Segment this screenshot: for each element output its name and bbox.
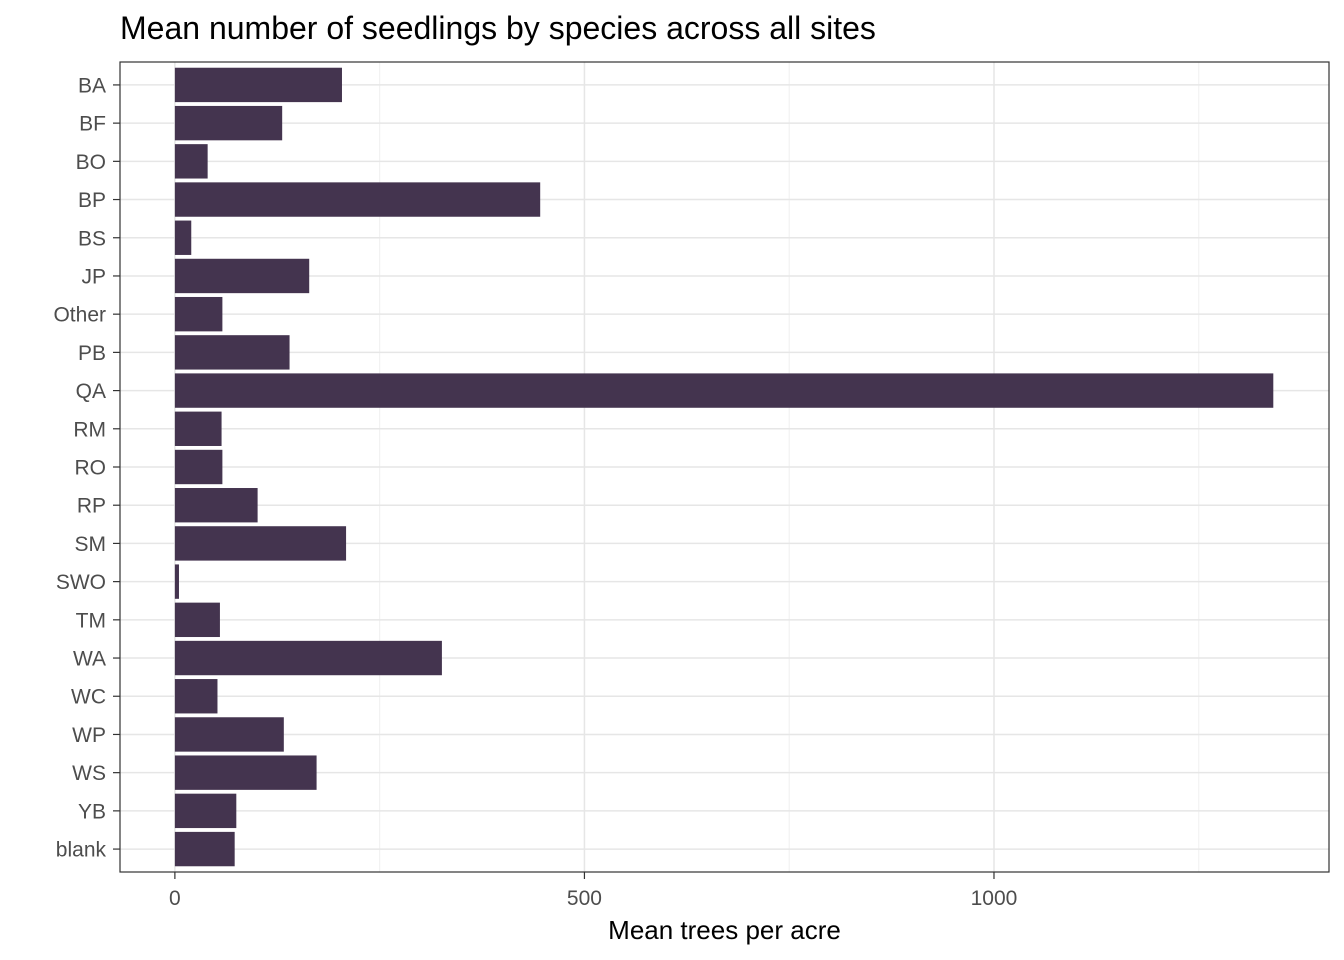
y-tick-label: SM [75,533,107,556]
y-tick-label: RP [77,495,106,518]
bar-wp [174,717,284,752]
y-tick-label: RM [73,418,106,441]
y-tick-label: WC [71,686,106,709]
bar-pb [174,335,290,370]
bar-other [174,296,223,332]
axis-layer: BA BF BO BP BS JP Other PB QA RM RO RP SM SWO TM WA WC WP… [53,74,1017,910]
y-tick-label: YB [78,800,106,823]
bar-bp [174,182,541,217]
bar-layer [174,67,1274,867]
y-tick-label: BA [78,74,106,97]
chart-title: Mean number of seedlings by species acro… [120,10,876,46]
bar-rp [174,488,258,523]
bar-bf [174,105,283,141]
bar-wc [174,679,218,714]
x-axis-title: Mean trees per acre [608,915,841,945]
bar-ba [174,67,342,103]
bar-qa [174,373,1274,408]
bar-wa [174,640,442,676]
bar-ws [174,755,317,790]
y-tick-label: TM [76,609,106,632]
y-tick-label: WS [72,762,106,785]
bar-blank [174,831,235,867]
bar-rm [174,411,222,446]
y-tick-label: BO [76,151,106,174]
y-tick-label: blank [56,839,107,862]
x-tick-label: 0 [169,887,181,910]
bar-ro [174,449,223,485]
y-tick-label: BP [78,189,106,212]
y-tick-label: BF [79,113,106,136]
y-tick-label: RO [75,457,107,480]
y-tick-label: WA [73,648,106,671]
x-tick-label: 500 [567,887,602,910]
y-tick-label: QA [76,380,106,403]
bar-yb [174,793,237,829]
y-tick-label: SWO [56,571,106,594]
x-tick-label: 1000 [971,887,1018,910]
bar-swo [174,564,179,599]
y-tick-label: JP [81,265,106,288]
bar-tm [174,602,220,638]
y-tick-label: BS [78,227,106,250]
y-tick-label: Other [53,304,106,327]
bar-bs [174,220,192,255]
bar-jp [174,258,310,294]
bar-sm [174,526,347,561]
bar-bo [174,144,208,179]
y-tick-label: PB [78,342,106,365]
y-tick-label: WP [72,724,106,747]
